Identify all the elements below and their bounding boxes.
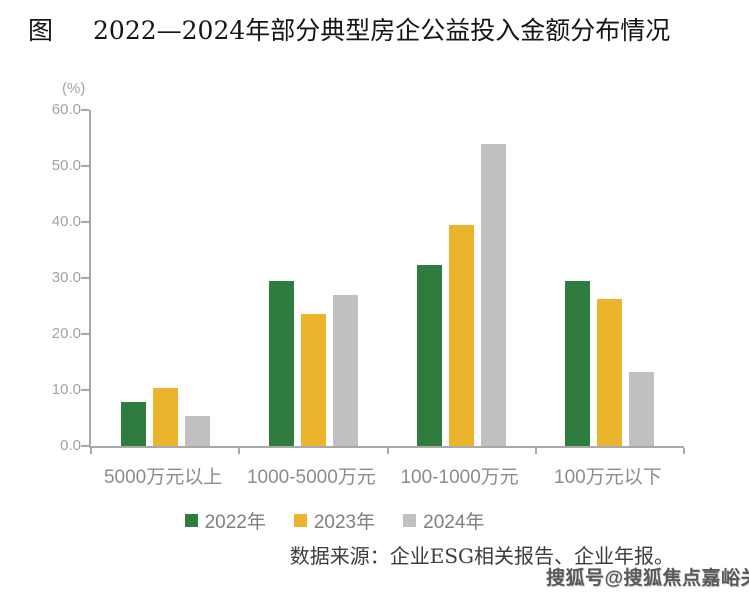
y-tick-mark (81, 445, 89, 447)
y-tick-label: 60.0 (51, 101, 81, 118)
x-tick-mark (90, 448, 92, 454)
x-tick-mark (534, 448, 537, 454)
bar-group (536, 110, 684, 446)
legend-item: 2023年 (293, 507, 376, 534)
bar-2023年 (300, 313, 326, 446)
x-axis-label: 100万元以下 (554, 467, 662, 488)
figure-label: 图 (28, 16, 54, 45)
y-tick-label: 10.0 (51, 381, 81, 398)
y-tick-mark (81, 165, 89, 167)
legend-item: 2024年 (403, 507, 484, 534)
bar-group (388, 110, 536, 446)
y-tick-mark (81, 221, 89, 223)
bar-2022年 (417, 264, 443, 446)
x-axis-labels: 5000万元以上 1000-5000万元 100-1000万元 100万元以下 (89, 462, 682, 489)
x-axis-label: 1000-5000万元 (246, 467, 376, 488)
y-tick-label: 50.0 (51, 157, 81, 174)
x-tick-mark (386, 448, 389, 454)
bar-2023年 (449, 225, 475, 446)
legend-label: 2023年 (313, 512, 376, 533)
y-tick-mark (81, 109, 89, 111)
bar-group (239, 110, 387, 446)
watermark-text: 搜狐号@搜狐焦点嘉峪关站 (546, 568, 749, 589)
figure-title-row: 图 2022—2024年部分典型房企公益投入金额分布情况 (28, 14, 739, 48)
bar-2023年 (152, 388, 178, 446)
y-tick-label: 0.0 (60, 437, 81, 454)
bar-2022年 (565, 280, 591, 446)
x-tick-mark (683, 448, 685, 454)
legend: 2022年 2023年 2024年 (0, 507, 709, 534)
bar-2023年 (597, 299, 623, 446)
y-tick-mark (81, 333, 89, 335)
bar-2024年 (184, 416, 210, 446)
y-tick-label: 40.0 (51, 213, 81, 230)
legend-item: 2022年 (184, 507, 266, 534)
legend-swatch (184, 514, 198, 527)
bar-2024年 (481, 143, 507, 446)
y-tick-mark (81, 277, 89, 279)
x-axis-label: 100-1000万元 (400, 467, 519, 488)
bar-group (91, 110, 239, 446)
bar-2024年 (332, 295, 358, 446)
bar-2024年 (629, 371, 655, 446)
y-tick-label: 20.0 (51, 325, 81, 342)
y-tick-label: 30.0 (51, 269, 81, 286)
legend-label: 2022年 (204, 512, 266, 533)
legend-swatch (403, 514, 417, 527)
data-source-text: 数据来源：企业ESG相关报告、企业年报。 (289, 544, 674, 568)
x-tick-mark (238, 448, 241, 454)
bar-2022年 (120, 401, 146, 446)
y-axis-unit-label: (%) (62, 80, 86, 97)
figure-title: 2022—2024年部分典型房企公益投入金额分布情况 (93, 16, 671, 45)
plot-area: 0.0 10.0 20.0 30.0 40.0 50.0 60.0 (52, 101, 685, 454)
bar-2022年 (268, 280, 294, 446)
legend-swatch (293, 514, 307, 527)
y-tick-mark (81, 389, 89, 391)
legend-label: 2024年 (423, 512, 485, 533)
x-axis-label: 5000万元以上 (103, 467, 223, 488)
